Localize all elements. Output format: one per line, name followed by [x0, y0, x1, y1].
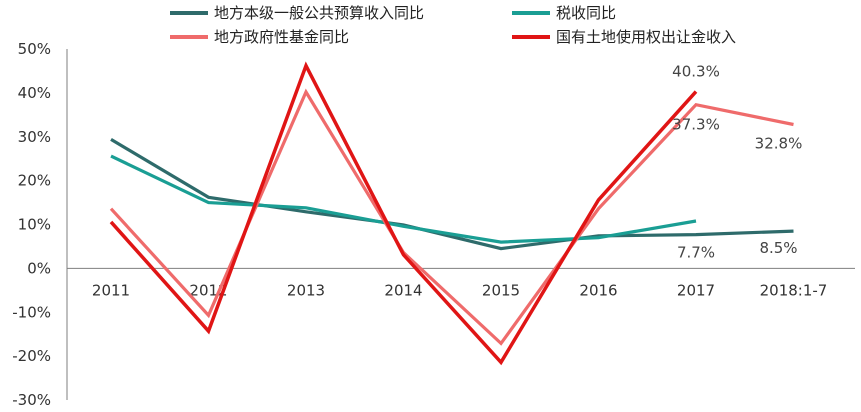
series-line-3	[109, 88, 794, 346]
x-tick-label: 2014	[384, 281, 422, 299]
x-tick-label: 2016	[579, 281, 617, 299]
y-tick-label: -30%	[12, 391, 51, 409]
y-tick-label: 0%	[27, 259, 51, 277]
x-tick-label: 2015	[482, 281, 520, 299]
data-label: 40.3%	[672, 63, 720, 81]
series-line-1	[110, 138, 794, 251]
x-tick-label: 2011	[92, 281, 130, 299]
legend-label: 国有土地使用权出让金收入	[556, 28, 736, 46]
y-tick-label: 50%	[18, 40, 51, 58]
data-labels: 40.3% 37.3% 32.8% 7.7% 8.5%	[672, 63, 802, 262]
y-tick-label: -20%	[12, 347, 51, 365]
data-label: 8.5%	[759, 239, 797, 257]
data-label: 32.8%	[755, 134, 803, 152]
series-line-4	[109, 61, 698, 366]
axes	[66, 49, 855, 400]
y-tick-label: 40%	[18, 84, 51, 102]
x-tick-label: 2013	[287, 281, 325, 299]
y-tick-label: -10%	[12, 303, 51, 321]
x-tick-labels: 2011 2012 2013 2014 2015 2016 2017 2018:1-7	[92, 281, 827, 299]
y-tick-label: 30%	[18, 128, 51, 146]
data-label: 7.7%	[677, 244, 715, 262]
y-tick-label: 20%	[18, 172, 51, 190]
x-tick-label: 2017	[677, 281, 715, 299]
legend-label: 地方政府性基金同比	[214, 28, 349, 46]
x-tick-label: 2018:1-7	[760, 281, 828, 299]
data-label: 37.3%	[672, 116, 720, 134]
y-tick-labels: 50% 40% 30% 20% 10% 0% -10% -20% -30%	[12, 40, 51, 409]
series-lines	[109, 61, 794, 366]
y-tick-label: 10%	[18, 216, 51, 234]
series-line-2	[110, 154, 697, 244]
legend-label: 税收同比	[556, 4, 616, 22]
legend-label: 地方本级一般公共预算收入同比	[214, 4, 424, 22]
